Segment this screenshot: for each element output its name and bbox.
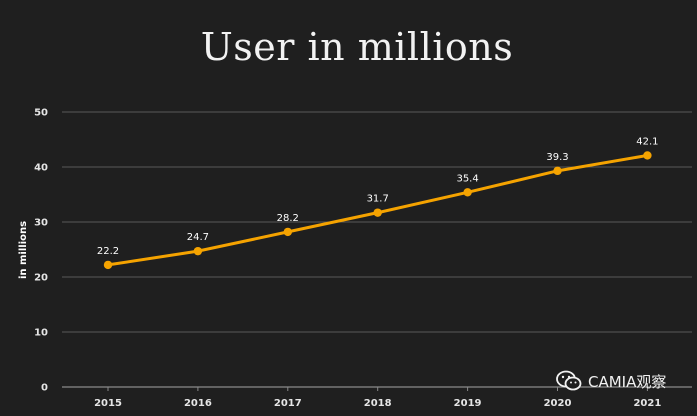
data-point xyxy=(643,151,652,160)
x-tick-label: 2017 xyxy=(274,398,302,409)
data-point xyxy=(463,188,472,197)
data-label: 24.7 xyxy=(187,232,209,243)
x-tick-label: 2015 xyxy=(94,398,122,409)
data-label: 42.1 xyxy=(636,136,658,147)
x-tick-label: 2016 xyxy=(184,398,212,409)
x-tick-label: 2020 xyxy=(544,398,572,409)
data-point xyxy=(373,208,382,217)
x-tick-label: 2021 xyxy=(633,398,661,409)
y-tick-label: 20 xyxy=(34,273,48,284)
data-label: 22.2 xyxy=(97,246,119,257)
data-label: 39.3 xyxy=(546,152,568,163)
y-axis-title: in millions xyxy=(18,221,29,279)
data-point xyxy=(103,260,113,270)
x-tick-label: 2018 xyxy=(364,398,392,409)
data-point xyxy=(283,227,292,237)
data-point xyxy=(193,246,203,256)
chart-title: User in millions xyxy=(200,25,514,69)
y-tick-label: 10 xyxy=(34,328,48,339)
data-point xyxy=(553,166,562,176)
wechat-icon xyxy=(556,370,582,391)
watermark-text: CAMIA观察 xyxy=(588,372,667,391)
data-label: 35.4 xyxy=(456,173,478,184)
x-tick-label: 2019 xyxy=(454,398,482,409)
y-tick-label: 50 xyxy=(34,108,48,119)
data-label: 28.2 xyxy=(277,213,299,224)
y-tick-label: 0 xyxy=(41,383,48,394)
data-label: 31.7 xyxy=(367,194,389,205)
y-tick-label: 40 xyxy=(34,163,48,174)
y-tick-label: 30 xyxy=(34,218,48,229)
watermark: CAMIA观察 xyxy=(556,370,666,392)
